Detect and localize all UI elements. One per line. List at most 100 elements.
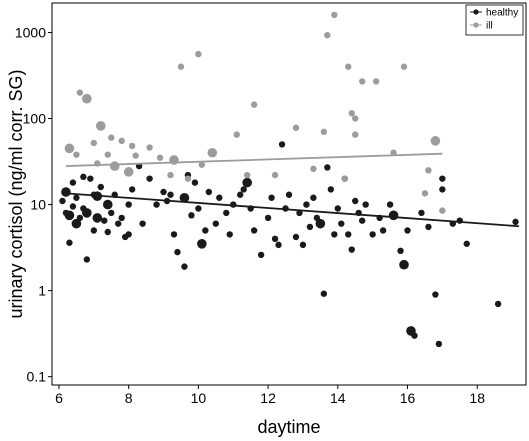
point-ill <box>233 131 240 138</box>
point-healthy <box>435 340 443 348</box>
point-healthy <box>275 241 282 249</box>
y-axis-title: urinary cortisol (ng/ml corr. SG) <box>6 69 26 318</box>
point-ill <box>128 142 136 150</box>
point-healthy <box>399 259 409 270</box>
point-healthy <box>181 263 188 270</box>
point-healthy <box>278 141 286 148</box>
point-healthy <box>66 239 73 246</box>
point-ill <box>372 78 380 85</box>
point-healthy <box>439 175 446 182</box>
point-healthy <box>352 197 359 205</box>
point-ill <box>146 144 153 151</box>
point-ill <box>439 207 446 214</box>
point-healthy <box>285 191 293 198</box>
point-ill <box>118 137 125 145</box>
point-ill <box>207 147 218 158</box>
point-ill <box>156 154 164 161</box>
point-ill <box>82 93 92 104</box>
point-ill <box>331 11 338 19</box>
y-tick-label: 1 <box>38 283 46 299</box>
point-healthy <box>167 191 174 198</box>
point-healthy <box>80 173 87 181</box>
point-ill <box>95 121 106 131</box>
point-healthy <box>160 188 167 196</box>
point-ill <box>320 128 328 136</box>
point-ill <box>195 50 202 58</box>
point-ill <box>425 167 432 174</box>
point-ill <box>64 143 75 154</box>
point-healthy <box>411 332 418 339</box>
y-tick-label: 10 <box>30 197 46 213</box>
point-healthy <box>139 220 146 227</box>
y-tick-label: 1000 <box>15 24 46 40</box>
point-ill <box>243 171 251 179</box>
point-ill <box>310 165 317 173</box>
y-tick-label: 0.1 <box>27 369 47 385</box>
point-healthy <box>432 291 439 298</box>
trend-line-healthy <box>65 192 520 228</box>
point-ill <box>104 151 111 158</box>
point-healthy <box>82 208 92 218</box>
point-healthy <box>250 227 258 234</box>
point-healthy <box>146 175 153 182</box>
x-tick-label: 12 <box>260 390 276 406</box>
y-axis: 0.1 1 10 100 1000 <box>15 24 52 385</box>
point-healthy <box>153 201 160 208</box>
point-healthy <box>170 231 178 238</box>
point-ill <box>167 171 174 179</box>
point-ill <box>400 63 408 70</box>
point-healthy <box>306 223 314 231</box>
trend-line-ill <box>65 152 443 167</box>
point-healthy <box>268 194 275 201</box>
point-healthy <box>223 209 230 217</box>
point-healthy <box>179 192 190 203</box>
point-ill <box>184 175 192 182</box>
point-healthy <box>202 227 209 234</box>
point-ill <box>352 131 359 138</box>
point-healthy <box>271 235 279 243</box>
legend-label-ill: ill <box>486 21 493 32</box>
legend-key-point-ill <box>473 22 479 28</box>
point-healthy <box>108 209 115 217</box>
point-healthy <box>216 194 223 201</box>
point-healthy <box>188 212 195 219</box>
point-healthy <box>320 290 328 297</box>
legend: healthy ill <box>465 4 524 36</box>
point-healthy <box>425 223 432 231</box>
point-healthy <box>386 201 394 208</box>
point-ill <box>358 78 366 85</box>
point-healthy <box>237 191 244 198</box>
point-healthy <box>71 218 82 229</box>
point-healthy <box>195 205 202 212</box>
x-tick-label: 8 <box>125 390 133 406</box>
point-ill <box>177 63 185 70</box>
point-ill <box>341 175 348 182</box>
point-ill <box>108 134 115 141</box>
point-healthy <box>92 213 103 223</box>
point-healthy <box>242 177 252 188</box>
point-healthy <box>369 231 376 238</box>
point-healthy <box>240 186 247 193</box>
point-healthy <box>257 251 265 259</box>
point-healthy <box>191 179 199 186</box>
trend-lines <box>65 152 520 228</box>
point-healthy <box>345 231 352 238</box>
point-healthy <box>292 233 300 241</box>
point-ill <box>90 139 98 147</box>
point-ill <box>421 190 429 197</box>
point-healthy <box>61 187 71 197</box>
y-tick-label: 100 <box>23 111 47 127</box>
point-healthy <box>125 201 132 208</box>
point-ill <box>348 110 355 117</box>
point-healthy <box>310 194 317 201</box>
point-healthy <box>73 194 80 201</box>
point-healthy <box>226 231 233 238</box>
point-healthy <box>418 209 425 217</box>
point-healthy <box>104 228 111 236</box>
point-healthy <box>128 186 136 193</box>
point-healthy <box>512 218 519 226</box>
point-ill <box>250 101 258 108</box>
point-healthy <box>358 217 366 224</box>
point-healthy <box>331 231 338 238</box>
point-healthy <box>327 186 335 193</box>
